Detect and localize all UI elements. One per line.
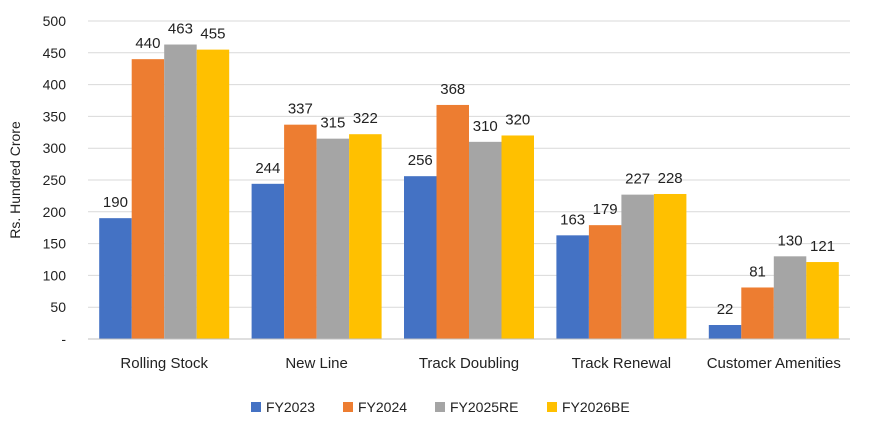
bar-customer-amenities-fy2025re [773,256,807,339]
data-label-customer-amenities-fy2024: 81 [749,263,766,280]
bar-track-renewal-fy2026be [653,193,687,339]
bar-customer-amenities-fy2024 [741,287,774,339]
y-tick-label-450: 450 [43,45,67,61]
legend-swatch-fy2024 [343,402,353,412]
x-category-label-new-line: New Line [285,355,348,372]
data-label-customer-amenities-fy2025re: 130 [778,232,803,249]
data-labels: 190 440 463 455 244 337 315 322 256 368 310 320 163 1… [103,21,835,318]
y-tick-label-250: 250 [43,172,67,188]
y-tick-label-50: 50 [50,299,66,315]
y-tick-label-400: 400 [43,77,67,93]
bar-track-doubling-fy2026be [501,135,534,339]
legend-label-fy2025re: FY2025RE [450,399,518,415]
y-tick-label-200: 200 [43,204,67,220]
y-tick-label-100: 100 [43,267,67,283]
bar-track-doubling-fy2023 [404,176,437,339]
y-tick-label-500: 500 [43,13,67,29]
bar-customer-amenities-fy2026be [806,262,839,339]
data-label-track-renewal-fy2025re: 227 [625,171,650,188]
data-label-rolling-stock-fy2025re: 463 [168,21,193,38]
x-category-label-customer-amenities: Customer Amenities [707,355,841,372]
bar-rolling-stock-fy2026be [196,49,230,340]
bar-new-line-fy2026be [349,134,382,339]
data-label-track-renewal-fy2024: 179 [593,201,618,218]
bar-rolling-stock-fy2023 [99,218,132,339]
bar-track-renewal-fy2024 [588,225,622,339]
legend-swatch-fy2025re [435,402,445,412]
bar-rolling-stock-fy2024 [131,59,165,339]
y-axis-title: Rs. Hundred Crore [7,121,23,239]
data-label-rolling-stock-fy2026be: 455 [200,26,225,43]
bar-customer-amenities-fy2023 [708,325,742,339]
bar-track-renewal-fy2023 [556,235,589,339]
bars [99,44,839,340]
data-label-new-line-fy2026be: 322 [353,110,378,127]
data-label-new-line-fy2025re: 315 [320,115,345,132]
data-label-track-renewal-fy2026be: 228 [658,170,683,187]
y-axis-ticks: - 50 100 150 200 250 300 350 400 450 500 [43,13,67,347]
legend: FY2023 FY2024 FY2025RE FY2026BE [251,399,630,415]
bar-track-renewal-fy2025re [621,194,654,339]
data-label-new-line-fy2023: 244 [255,160,280,177]
data-label-track-renewal-fy2023: 163 [560,211,585,228]
data-label-rolling-stock-fy2023: 190 [103,194,128,211]
data-label-track-doubling-fy2026be: 320 [505,111,530,128]
legend-item-fy2023: FY2023 [251,399,315,415]
x-axis-categories: Rolling Stock New Line Track Doubling Track… [120,355,840,372]
legend-item-fy2025re: FY2025RE [435,399,518,415]
data-label-customer-amenities-fy2026be: 121 [810,238,835,255]
data-label-customer-amenities-fy2023: 22 [717,301,734,318]
data-label-track-doubling-fy2024: 368 [440,81,465,98]
legend-item-fy2024: FY2024 [343,399,407,415]
x-category-label-track-doubling: Track Doubling [419,355,519,372]
bar-new-line-fy2023 [251,183,285,339]
bar-track-doubling-fy2025re [469,141,502,339]
data-label-track-doubling-fy2025re: 310 [473,118,498,135]
data-label-new-line-fy2024: 337 [288,101,313,118]
bar-new-line-fy2024 [284,124,317,339]
y-tick-label-0: - [61,331,66,347]
bar-new-line-fy2025re [316,138,350,339]
legend-swatch-fy2026be [547,402,557,412]
y-tick-label-150: 150 [43,236,67,252]
y-tick-label-300: 300 [43,140,67,156]
bar-rolling-stock-fy2025re [164,44,197,339]
legend-item-fy2026be: FY2026BE [547,399,630,415]
legend-label-fy2024: FY2024 [358,399,407,415]
x-category-label-track-renewal: Track Renewal [572,355,671,372]
y-tick-label-350: 350 [43,108,67,124]
legend-label-fy2026be: FY2026BE [562,399,630,415]
legend-label-fy2023: FY2023 [266,399,315,415]
legend-swatch-fy2023 [251,402,261,412]
x-category-label-rolling-stock: Rolling Stock [120,355,208,372]
data-label-rolling-stock-fy2024: 440 [135,35,160,52]
data-label-track-doubling-fy2023: 256 [408,152,433,169]
bar-track-doubling-fy2024 [436,104,469,340]
